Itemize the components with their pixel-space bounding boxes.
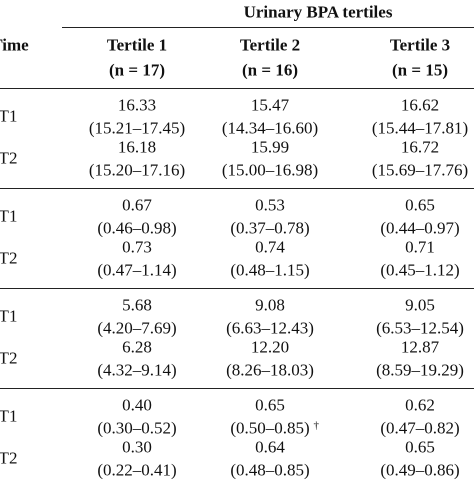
cell-ci: (8.59–19.29): [376, 360, 464, 380]
cell-ci: (0.48–1.15): [230, 260, 310, 280]
cell-value: 0.30: [122, 437, 152, 457]
cell-ci: (15.44–17.81): [371, 118, 469, 138]
rule: [0, 288, 474, 289]
rule: [0, 388, 474, 389]
cell-ci: (0.49–0.86): [380, 460, 460, 480]
column-n: (n = 15): [392, 60, 448, 80]
cell-value: 15.47: [250, 95, 290, 115]
cell-value: 0.62: [405, 395, 435, 415]
cell-ci: (0.45–1.12): [380, 260, 460, 280]
cell-ci: (0.22–0.41): [97, 460, 177, 480]
cell-ci: (0.44–0.97): [380, 218, 460, 238]
time-label: T2: [0, 148, 18, 168]
cell-ci: (0.47–1.14): [97, 260, 177, 280]
cell-value: 0.65: [405, 437, 435, 457]
cell-ci: (0.30–0.52): [97, 418, 177, 438]
cell-ci: (8.26–18.03): [226, 360, 314, 380]
cell-value: 0.73: [122, 237, 152, 257]
rule: [62, 27, 474, 28]
time-header: Time: [0, 35, 29, 55]
time-label: T1: [0, 106, 18, 126]
cell-ci: (15.20–17.16): [88, 160, 186, 180]
cell-value: 0.65: [405, 195, 435, 215]
cell-value: 5.68: [122, 295, 152, 315]
cell-ci: (14.34–16.60): [221, 118, 319, 138]
time-label: T1: [0, 406, 18, 426]
time-label: T2: [0, 448, 18, 468]
cell-value: 16.72: [400, 137, 440, 157]
cell-ci: (4.32–9.14): [97, 360, 177, 380]
group-title: Urinary BPA tertiles: [243, 2, 393, 22]
cell-ci: (0.48–0.85): [230, 460, 310, 480]
cell-ci: (0.46–0.98): [97, 218, 177, 238]
cell-value: 16.18: [117, 137, 157, 157]
cell-ci: (15.69–17.76): [371, 160, 469, 180]
cell-value: 0.64: [255, 437, 285, 457]
cell-value: 6.28: [122, 337, 152, 357]
cell-value: 0.40: [122, 395, 152, 415]
cell-value: 9.08: [255, 295, 285, 315]
footnote-mark: †: [313, 419, 320, 432]
time-label: T2: [0, 248, 18, 268]
cell-ci: (4.20–7.69): [97, 318, 177, 338]
cell-ci: (15.21–17.45): [88, 118, 186, 138]
cell-ci: (6.53–12.54): [376, 318, 464, 338]
cell-ci: (6.63–12.43): [226, 318, 314, 338]
time-label: T1: [0, 206, 18, 226]
cell-ci: (0.47–0.82): [380, 418, 460, 438]
cell-value: 0.65: [255, 395, 285, 415]
time-label: T1: [0, 306, 18, 326]
cell-ci: (15.00–16.98): [221, 160, 319, 180]
cell-value: 12.87: [400, 337, 440, 357]
cell-value: 9.05: [405, 295, 435, 315]
cell-value: 15.99: [250, 137, 290, 157]
column-n: (n = 16): [242, 60, 298, 80]
rule: [0, 188, 474, 189]
time-label: T2: [0, 348, 18, 368]
cell-ci: (0.37–0.78): [230, 218, 310, 238]
column-name: Tertile 1: [106, 35, 168, 55]
cell-ci: (0.50–0.85): [230, 418, 310, 438]
cell-value: 0.67: [122, 195, 152, 215]
column-n: (n = 17): [109, 60, 165, 80]
column-name: Tertile 2: [239, 35, 301, 55]
cell-value: 16.33: [117, 95, 157, 115]
cell-value: 16.62: [400, 95, 440, 115]
cell-value: 0.53: [255, 195, 285, 215]
column-name: Tertile 3: [389, 35, 451, 55]
cell-value: 0.71: [405, 237, 435, 257]
rule: [0, 88, 474, 89]
cell-value: 0.74: [255, 237, 285, 257]
cell-value: 12.20: [250, 337, 290, 357]
